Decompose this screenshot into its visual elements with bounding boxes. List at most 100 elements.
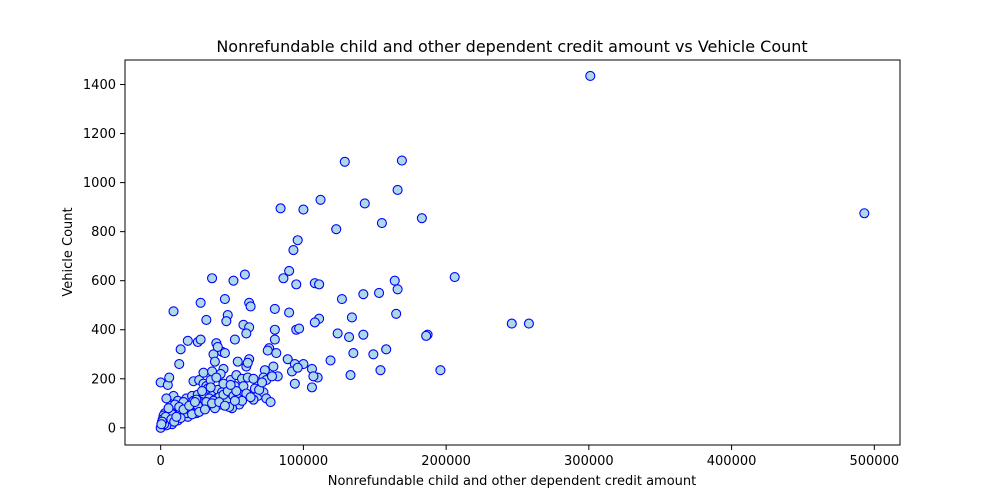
data-point [182, 335, 193, 346]
data-point [348, 347, 359, 359]
data-point [344, 332, 355, 343]
x-axis: 0 100000 200000 300000 400000 500000 [157, 445, 899, 469]
y-tick-label: 600 [91, 274, 116, 289]
x-tick-label: 100000 [279, 454, 329, 469]
y-axis-label: Vehicle Count [61, 207, 76, 296]
data-point [506, 318, 517, 329]
data-point [275, 203, 286, 214]
y-tick-label: 400 [91, 323, 116, 338]
data-point [358, 289, 369, 300]
data-point [212, 341, 223, 352]
data-point [331, 224, 342, 235]
data-point [211, 372, 222, 383]
data-point [197, 385, 208, 397]
data-point [163, 403, 174, 414]
data-point [256, 377, 268, 388]
x-tick-label: 400000 [707, 454, 757, 469]
data-point [164, 372, 175, 383]
data-points [155, 70, 870, 433]
data-point [375, 365, 386, 376]
data-point [269, 324, 280, 335]
data-point [396, 155, 407, 166]
data-point [421, 330, 432, 341]
data-point [229, 334, 240, 345]
data-point [219, 347, 230, 359]
data-point [306, 382, 318, 393]
data-point [228, 275, 239, 286]
data-point [271, 347, 282, 359]
data-point [392, 284, 403, 295]
data-point [291, 279, 302, 290]
data-point [231, 385, 242, 397]
data-point [859, 208, 870, 219]
data-point [269, 303, 280, 314]
y-axis: 0 200 400 600 800 1000 1200 1400 [83, 78, 125, 436]
data-point [175, 344, 186, 355]
data-point [262, 345, 273, 356]
data-point [207, 273, 218, 284]
data-point [284, 307, 295, 318]
y-tick-label: 200 [91, 372, 116, 387]
data-point [168, 306, 179, 317]
data-point [435, 365, 446, 376]
data-point [358, 329, 369, 340]
data-point [221, 316, 232, 327]
x-tick-label: 500000 [849, 454, 899, 469]
data-point [284, 265, 295, 276]
x-tick-label: 0 [157, 454, 165, 469]
data-point [585, 70, 596, 81]
data-point [389, 275, 400, 286]
data-point [278, 273, 289, 284]
y-tick-label: 1200 [83, 127, 116, 142]
data-point [416, 213, 427, 224]
data-point [298, 204, 309, 215]
data-point [294, 323, 305, 334]
data-point [232, 356, 243, 367]
data-point [292, 362, 303, 373]
data-point [269, 334, 280, 345]
data-point [161, 393, 172, 404]
data-point [209, 356, 220, 367]
data-point [245, 392, 256, 403]
y-tick-label: 0 [108, 421, 116, 436]
data-point [265, 397, 276, 408]
data-point [449, 271, 460, 283]
data-point [242, 357, 253, 368]
data-point [392, 184, 403, 196]
data-point [345, 370, 356, 381]
data-point [225, 379, 236, 390]
data-point [381, 344, 392, 355]
x-tick-label: 200000 [421, 454, 471, 469]
data-point [359, 198, 370, 209]
data-point [336, 294, 347, 305]
data-point [198, 367, 209, 378]
x-axis-label: Nonrefundable child and other dependent … [328, 474, 697, 489]
data-point [368, 349, 379, 360]
data-point [229, 395, 240, 406]
data-point [332, 328, 343, 339]
data-point [309, 317, 320, 328]
data-point [288, 245, 299, 256]
data-point [346, 312, 357, 323]
data-point [195, 334, 206, 345]
data-point [339, 156, 350, 167]
data-point [308, 371, 319, 382]
y-tick-label: 800 [91, 225, 116, 240]
data-point [219, 400, 230, 411]
data-point [205, 382, 216, 393]
data-point [292, 235, 303, 246]
data-point [219, 294, 230, 305]
data-point [289, 378, 300, 389]
data-point [314, 279, 325, 290]
data-point [241, 328, 252, 339]
data-point [523, 318, 534, 329]
data-point [171, 411, 182, 422]
y-tick-label: 1000 [83, 176, 116, 191]
data-point [201, 314, 212, 325]
data-point [391, 308, 402, 319]
data-point [174, 359, 185, 370]
data-point [199, 404, 210, 415]
data-point [245, 301, 256, 312]
data-point [325, 355, 336, 366]
